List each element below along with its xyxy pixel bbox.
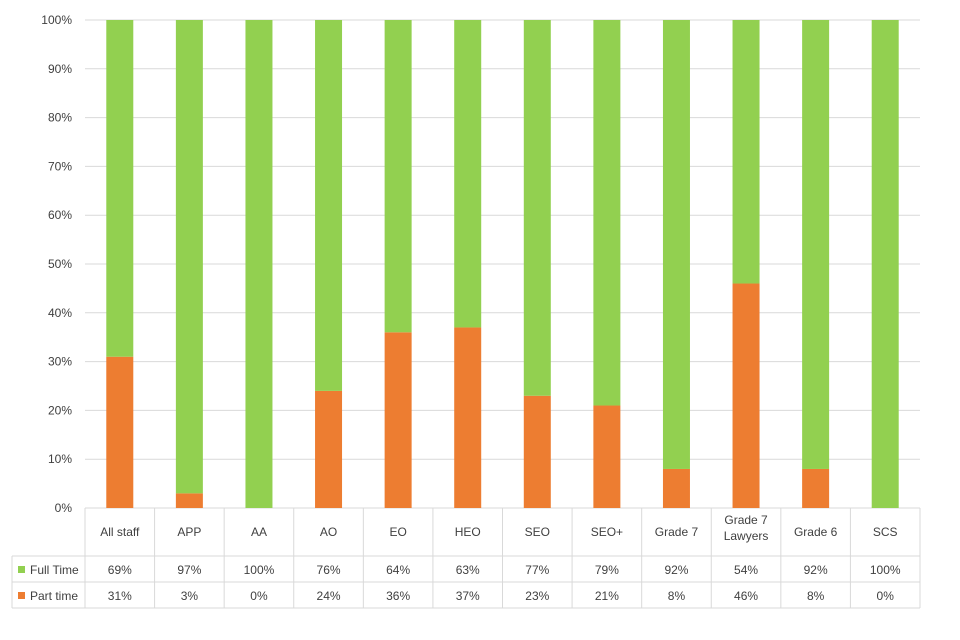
y-axis-tick-labels: 0% 10% 20% 30% 40% 50% 60% 70% 80% 90% 100%	[41, 13, 72, 515]
y-tick-label: 70%	[48, 159, 72, 173]
bar-full-time	[454, 20, 482, 328]
y-tick-label: 50%	[48, 257, 72, 271]
bar-part-time	[802, 468, 830, 508]
data-label: 54%	[734, 563, 758, 577]
data-label: 92%	[664, 563, 688, 577]
data-label: 3%	[181, 589, 199, 603]
data-label: 64%	[386, 563, 410, 577]
bar-part-time	[315, 390, 343, 508]
bar-full-time	[175, 20, 203, 494]
category-label: Grade 6	[794, 525, 838, 539]
data-label: 37%	[456, 589, 480, 603]
category-label: SEO	[525, 525, 550, 539]
data-label: 8%	[668, 589, 686, 603]
bar-part-time	[384, 332, 412, 508]
data-label: 77%	[525, 563, 549, 577]
data-label: 63%	[456, 563, 480, 577]
bar-full-time	[106, 20, 134, 357]
y-tick-label: 90%	[48, 62, 72, 76]
bar-full-time	[593, 20, 621, 406]
bar-full-time	[245, 20, 273, 508]
bar-part-time	[175, 493, 203, 508]
category-label: AO	[320, 525, 337, 539]
y-tick-label: 80%	[48, 111, 72, 125]
category-label: All staff	[100, 525, 140, 539]
data-label: 21%	[595, 589, 619, 603]
bar-part-time	[662, 468, 690, 508]
legend-swatch	[18, 592, 25, 599]
data-label: 79%	[595, 563, 619, 577]
bar-full-time	[384, 20, 412, 333]
category-label: SCS	[873, 525, 898, 539]
bar-full-time	[662, 20, 690, 469]
bar-part-time	[523, 395, 551, 508]
data-label: 0%	[250, 589, 268, 603]
data-label: 24%	[317, 589, 341, 603]
data-label: 92%	[804, 563, 828, 577]
y-tick-label: 30%	[48, 355, 72, 369]
y-tick-label: 60%	[48, 208, 72, 222]
bar-part-time	[732, 283, 760, 508]
data-label: 69%	[108, 563, 132, 577]
gridlines	[85, 19, 920, 509]
category-label: APP	[177, 525, 201, 539]
bar-part-time	[106, 356, 134, 508]
bar-part-time	[454, 327, 482, 508]
y-tick-label: 40%	[48, 306, 72, 320]
bar-full-time	[802, 20, 830, 469]
data-label: 46%	[734, 589, 758, 603]
bar-full-time	[315, 20, 343, 391]
legend-label: Part time	[30, 589, 78, 603]
data-label: 8%	[807, 589, 825, 603]
data-label: 0%	[877, 589, 895, 603]
data-label: 31%	[108, 589, 132, 603]
data-label: 76%	[317, 563, 341, 577]
bar-full-time	[732, 20, 760, 284]
data-label: 36%	[386, 589, 410, 603]
category-label: SEO+	[591, 525, 623, 539]
y-tick-label: 0%	[55, 501, 73, 515]
data-table: All staff APP AA AO EO HEO SEO SEO+ Grade 7 Grade…	[11, 508, 921, 609]
y-tick-label: 100%	[41, 13, 72, 27]
bar-part-time	[593, 405, 621, 508]
legend-swatch	[18, 566, 25, 573]
y-tick-label: 20%	[48, 403, 72, 417]
category-label: HEO	[455, 525, 481, 539]
category-label: Grade 7	[655, 525, 699, 539]
bar-full-time	[871, 20, 899, 508]
bars	[106, 20, 899, 508]
category-label: AA	[251, 525, 267, 539]
category-label: EO	[389, 525, 406, 539]
data-label: 100%	[870, 563, 901, 577]
data-label: 100%	[244, 563, 275, 577]
legend-label: Full Time	[30, 563, 79, 577]
data-label: 97%	[177, 563, 201, 577]
category-label: Grade 7 Lawyers	[724, 513, 769, 543]
bar-full-time	[523, 20, 551, 396]
y-tick-label: 10%	[48, 452, 72, 466]
data-label: 23%	[525, 589, 549, 603]
